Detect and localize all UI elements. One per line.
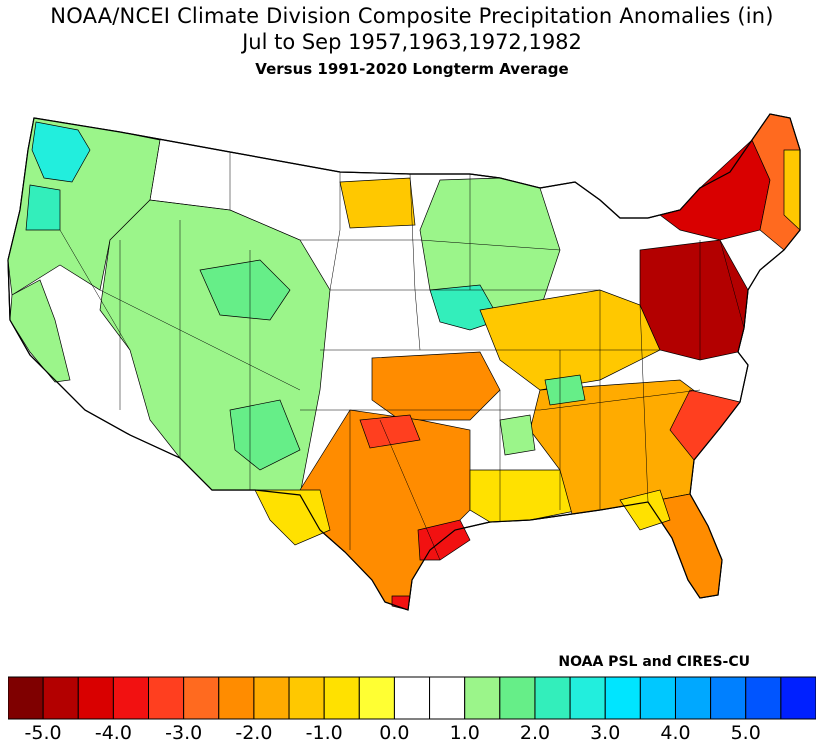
colorbar-tick-label: -2.0	[235, 722, 273, 744]
colorbar-swatch	[710, 676, 747, 720]
colorbar-swatch	[112, 676, 150, 720]
colorbar-swatch	[77, 676, 114, 720]
colorbar-swatch	[288, 676, 325, 720]
colorbar-swatch	[534, 676, 571, 720]
colorbar-swatch	[253, 676, 290, 720]
colorbar-swatch	[358, 676, 395, 720]
region-puget-inner	[25, 184, 61, 231]
climate-division-map	[7, 113, 801, 611]
region-west-texas-yellow	[254, 489, 331, 546]
colorbar-swatch	[604, 676, 641, 720]
colorbar-tick-label: 3.0	[590, 722, 621, 744]
map-baseline: Versus 1991-2020 Longterm Average	[255, 60, 569, 78]
colorbar-swatch	[429, 676, 466, 720]
colorbar-swatch	[393, 676, 431, 720]
region-iowa-cyan	[429, 284, 501, 331]
colorbar-tick-label: 1.0	[449, 722, 480, 744]
region-arkansas-green	[499, 414, 536, 456]
colorbar-swatch	[464, 676, 501, 720]
colorbar-tick-label: 5.0	[730, 722, 761, 744]
region-puget-sound	[31, 121, 91, 183]
region-southern-plains	[371, 351, 501, 421]
colorbar-tick-label: -1.0	[305, 722, 343, 744]
colorbar-swatch	[218, 676, 255, 720]
region-dakotas	[339, 177, 416, 229]
colorbar-swatch	[8, 676, 44, 720]
region-ohio-valley	[479, 289, 661, 391]
colorbar-tick-label: 2.0	[519, 722, 551, 744]
colorbar-tick-label: -5.0	[24, 722, 62, 744]
region-mid-atlantic-ring	[659, 139, 771, 241]
region-texas-panhandle-red	[359, 414, 421, 449]
map-period: Jul to Sep 1957,1963,1972,1982	[242, 30, 582, 54]
colorbar-swatch	[639, 676, 676, 720]
colorbar-tick-label: 4.0	[660, 722, 691, 744]
colorbar-swatch	[780, 676, 816, 720]
credit-text: NOAA PSL and CIRES-CU	[558, 654, 750, 670]
division-boundaries	[59, 139, 745, 561]
region-colorado-rockies	[229, 399, 301, 471]
colorbar-tick-label: -3.0	[165, 722, 203, 744]
colorbar-swatch	[323, 676, 360, 720]
region-georgia-yellow	[619, 489, 671, 531]
region-tennessee-green	[544, 374, 586, 406]
colorbar-swatch	[148, 676, 185, 720]
us-outline	[7, 113, 801, 611]
colorbar-swatch	[183, 676, 220, 720]
colorbar-tick-label: -4.0	[94, 722, 132, 744]
map-title: NOAA/NCEI Climate Division Composite Pre…	[50, 4, 774, 28]
colorbar-swatch	[745, 676, 782, 720]
colorbar-tick-label: 0.0	[379, 722, 410, 744]
colorbar-swatch	[569, 676, 606, 720]
colorbar-swatch	[674, 676, 712, 720]
colorbar-swatch	[42, 676, 79, 720]
colorbar-swatch	[499, 676, 536, 720]
colorbar	[8, 676, 816, 720]
